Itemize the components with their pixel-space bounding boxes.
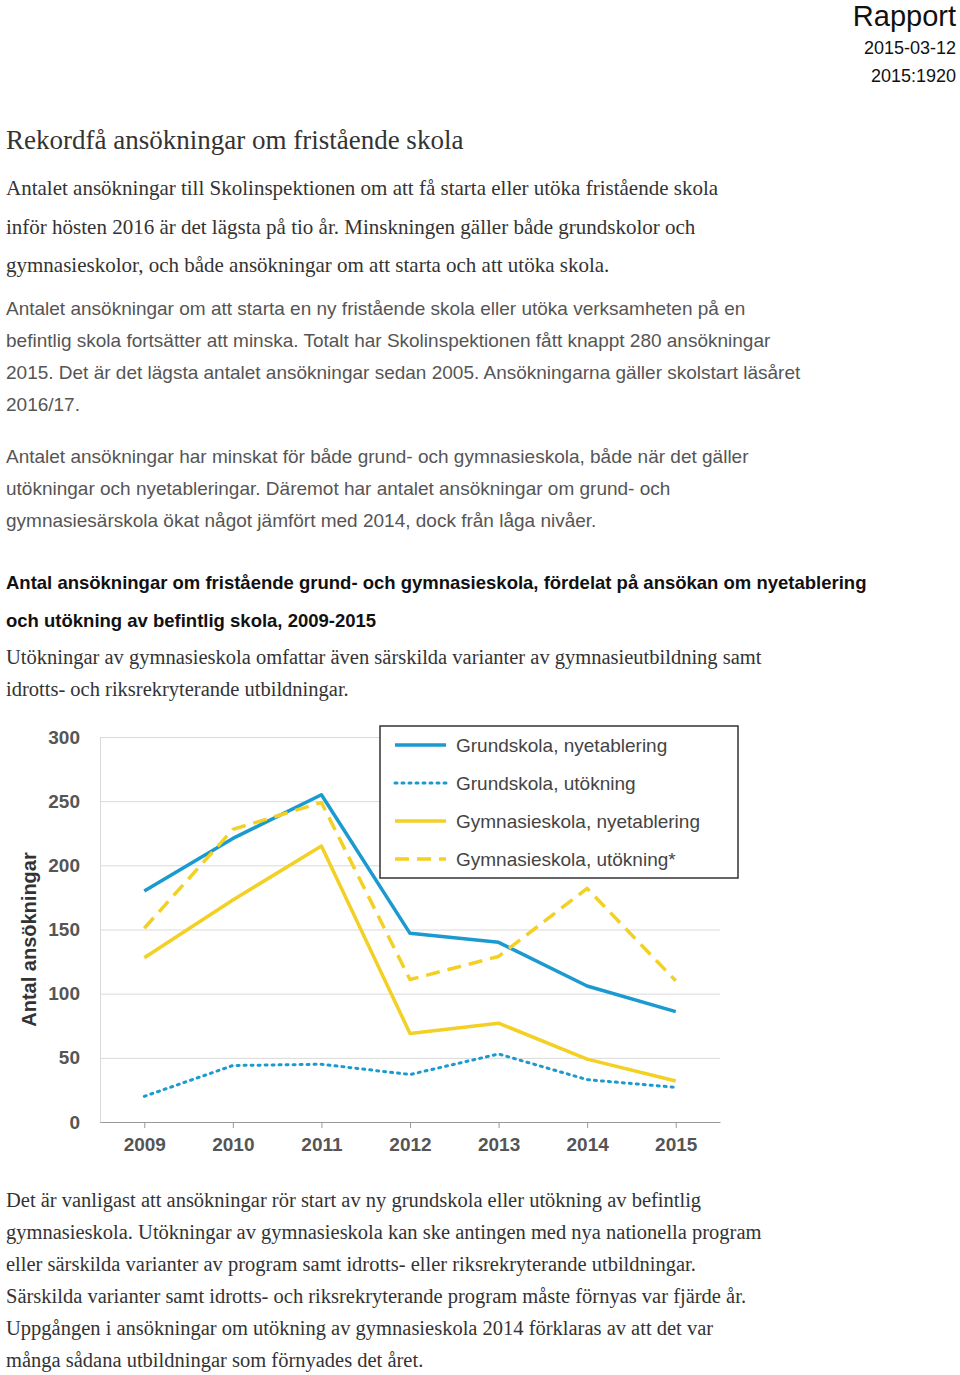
y-tick: 0 (69, 1112, 720, 1133)
paragraph-line: Antalet ansökningar om att starta en ny … (6, 298, 745, 319)
grid-line (100, 994, 720, 995)
legend-swatch (395, 743, 446, 747)
y-tick-label: 250 (48, 791, 80, 812)
page-body: { "header": {"label": "Rapport", "date":… (0, 0, 960, 1375)
x-tick-mark (233, 1122, 234, 1128)
paragraph-line: 2015. Det är det lägsta antalet ansöknin… (6, 362, 801, 383)
figure-note: Utökningar av gymnasieskola omfattar äve… (6, 646, 762, 701)
paragraph-line: gymnasiesärskola ökat något jämfört med … (6, 510, 596, 531)
x-axis: 2009 2010 2011 2012 2013 2014 2015 (101, 1122, 721, 1155)
figure-heading-line: Antal ansökningar om fristående grund- o… (6, 572, 866, 593)
report-label: Rapport (853, 0, 956, 32)
lead-line: Antalet ansökningar till Skolinspektione… (6, 176, 719, 200)
y-axis-title: Antal ansökningar (18, 852, 40, 1027)
page: Rapport html, body { margin: 0; padding:… (0, 0, 960, 1375)
lead: Antalet ansökningar till Skolinspektione… (6, 176, 719, 277)
x-tick: 2010 (212, 1122, 254, 1155)
series-line (144, 846, 675, 1081)
paragraph-line: utökningar och nyetableringar. Däremot h… (6, 478, 670, 499)
y-tick-label: 100 (48, 983, 80, 1004)
figure-heading-line: och utökning av befintlig skola, 2009-20… (6, 610, 376, 631)
y-tick-label: 300 (48, 727, 80, 748)
y-tick-label: 150 (48, 919, 80, 940)
closing-line: Särskilda varianter samt idrotts- och ri… (6, 1285, 746, 1308)
figure-heading: Antal ansökningar om fristående grund- o… (6, 572, 866, 631)
x-tick-mark (587, 1122, 588, 1128)
report-number: 2015:1920 (871, 66, 956, 86)
chart: 0501001502002503002009201020112012201320… (18, 726, 738, 1155)
x-tick: 2015 (655, 1122, 698, 1155)
x-tick: 2009 (124, 1122, 166, 1155)
x-tick-label: 2010 (212, 1134, 254, 1155)
x-tick-label: 2011 (301, 1134, 343, 1155)
title: Rekordfå ansökningar om fristående skola (6, 125, 463, 155)
x-tick-mark (499, 1122, 500, 1128)
closing-line: gymnasieskola. Utökningar av gymnasiesko… (6, 1221, 762, 1244)
x-tick-label: 2013 (478, 1134, 520, 1155)
closing-line: eller särskilda varianter av program sam… (6, 1253, 696, 1276)
paragraph: Antalet ansökningar har minskat för både… (6, 446, 749, 531)
x-tick: 2011 (301, 1122, 343, 1155)
y-tick-label: 0 (69, 1112, 80, 1133)
closing-line: Det är vanligast att ansökningar rör sta… (6, 1189, 701, 1212)
closing-line: Uppgången i ansökningar om utökning av g… (6, 1317, 713, 1340)
figure-note-line: Utökningar av gymnasieskola omfattar äve… (6, 646, 762, 669)
y-tick-label: 50 (59, 1047, 80, 1068)
x-tick-mark (676, 1122, 677, 1128)
x-tick-label: 2015 (655, 1134, 698, 1155)
x-tick: 2014 (567, 1122, 610, 1155)
closing: Det är vanligast att ansökningar rör sta… (6, 1189, 762, 1372)
legend-label: Gymnasieskola, utökning* (456, 849, 676, 870)
closing-line: många sådana utbildningar som förnyades … (6, 1349, 423, 1372)
legend-label: Grundskola, utökning (456, 773, 636, 794)
x-tick-label: 2014 (567, 1134, 610, 1155)
legend-swatch (395, 782, 446, 785)
lead-line: gymnasieskolor, och både ansökningar om … (6, 253, 609, 277)
paragraph-line: befintlig skola fortsätter att minska. T… (6, 330, 771, 351)
report-date: 2015-03-12 (864, 38, 956, 58)
paragraph-line: Antalet ansökningar har minskat för både… (6, 446, 749, 467)
legend-swatch (395, 857, 446, 861)
y-tick: 50 (59, 1047, 720, 1068)
figure-note-line: idrotts- och riksrekryterande utbildning… (6, 678, 349, 701)
legend-label: Grundskola, nyetablering (456, 735, 667, 756)
x-tick-label: 2012 (389, 1134, 431, 1155)
x-tick-label: 2009 (124, 1134, 166, 1155)
header: Rapport 2015-03-12 2015:1920 (853, 0, 956, 86)
grid-line (100, 1058, 720, 1059)
legend-label: Gymnasieskola, nyetablering (456, 811, 700, 832)
y-tick-label: 200 (48, 855, 80, 876)
lead-line: inför hösten 2016 är det lägsta på tio å… (6, 215, 696, 239)
legend-swatch (395, 819, 446, 823)
paragraph: Antalet ansökningar om att starta en ny … (6, 298, 801, 415)
x-tick: 2013 (478, 1122, 520, 1155)
document: Rapport 2015-03-12 2015:1920 Rekordfå ansök… (0, 0, 960, 1375)
paragraph-line: 2016/17. (6, 394, 80, 415)
x-tick-mark (410, 1122, 411, 1128)
legend: Grundskola, nyetablering Grundskola, utök… (380, 726, 738, 878)
x-tick-mark (144, 1122, 145, 1128)
x-tick: 2012 (389, 1122, 431, 1155)
x-tick-mark (321, 1122, 322, 1128)
legend-box (380, 726, 738, 878)
